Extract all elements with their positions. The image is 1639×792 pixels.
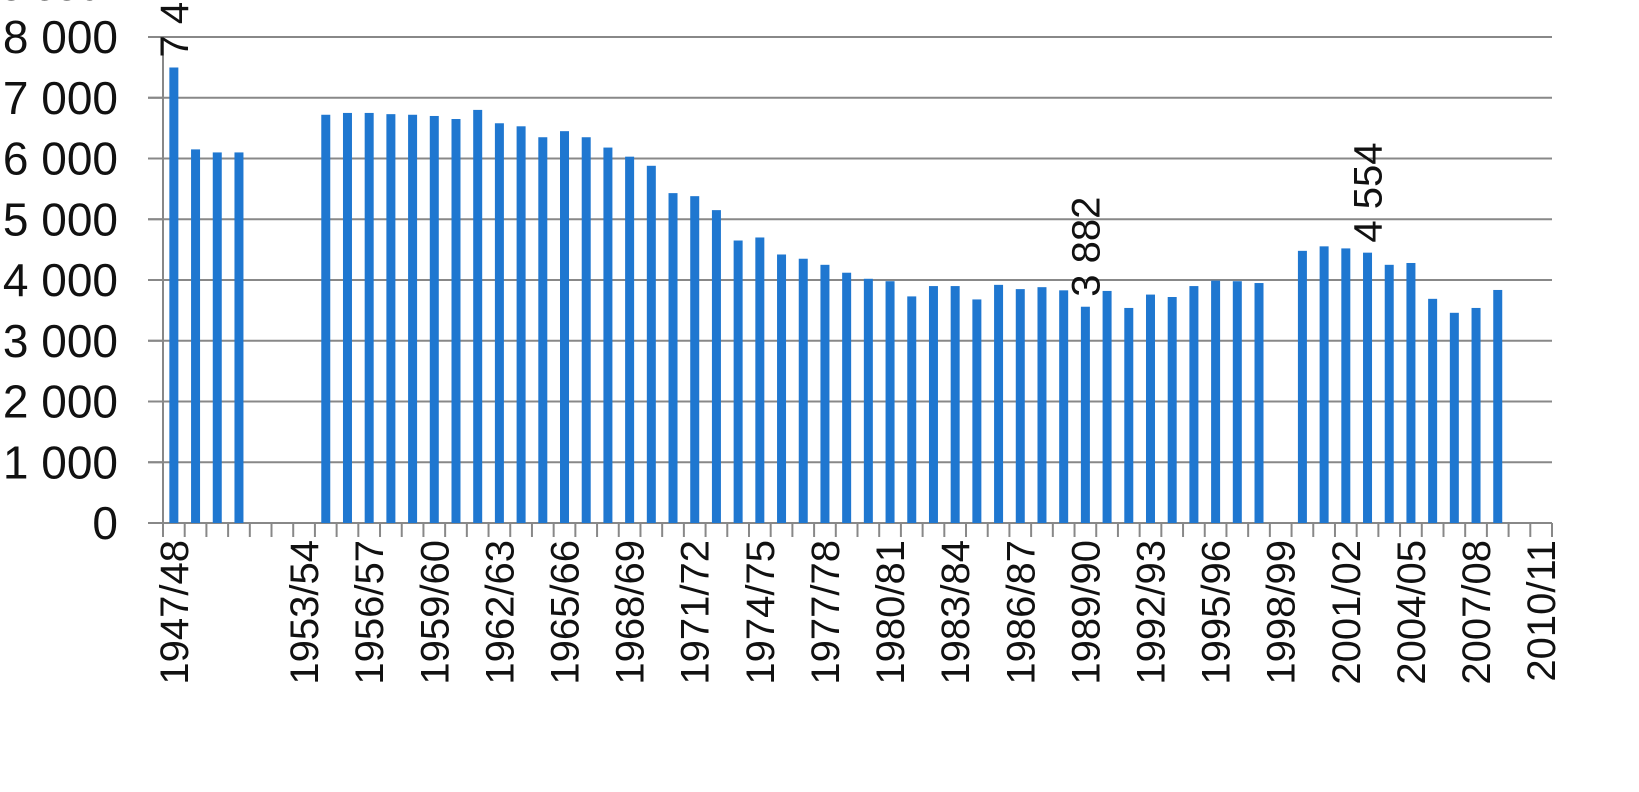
- y-tick-label: 8 000: [3, 11, 118, 63]
- bar: [1254, 283, 1264, 523]
- bar: [1167, 297, 1177, 523]
- bar: [1493, 289, 1503, 523]
- bar: [408, 114, 418, 523]
- bar: [494, 123, 504, 523]
- bar: [972, 299, 982, 523]
- bar: [1297, 250, 1307, 523]
- x-tick-label: 1980/81: [869, 540, 913, 685]
- bar: [1428, 298, 1438, 523]
- bar: [386, 114, 396, 523]
- bar: [646, 165, 656, 524]
- data-label: 7 498: [153, 0, 197, 57]
- bar: [1406, 262, 1416, 523]
- x-tick-label: 1983/84: [934, 540, 978, 685]
- bar: [1384, 264, 1394, 523]
- data-label: 3 836: [0, 0, 100, 9]
- bar: [1145, 294, 1155, 523]
- y-tick-label: 6 000: [3, 133, 118, 185]
- y-tick-label: 1 000: [3, 436, 118, 488]
- bar: [538, 137, 548, 524]
- bar: [928, 286, 938, 523]
- bar: [1211, 280, 1221, 523]
- bar: [690, 196, 700, 524]
- bar: [885, 281, 895, 523]
- bar: [473, 109, 483, 524]
- y-tick-label: 7 000: [3, 72, 118, 124]
- bar: [234, 152, 244, 524]
- y-tick-label: 3 000: [3, 315, 118, 367]
- x-tick-label: 1977/78: [804, 540, 848, 685]
- bar: [907, 296, 917, 523]
- x-tick-label: 1965/66: [544, 540, 588, 685]
- bar: [1471, 307, 1481, 523]
- x-tick-label: 1953/54: [283, 540, 327, 685]
- bar: [212, 152, 222, 524]
- x-tick-label: 1947/48: [153, 540, 197, 685]
- bar: [863, 278, 873, 523]
- bar: [1232, 281, 1242, 523]
- x-tick-label: 2010/11: [1520, 540, 1564, 682]
- data-label: 3 882: [1064, 197, 1108, 297]
- x-tick-label: 1962/63: [478, 540, 522, 685]
- bar: [581, 137, 591, 524]
- bar: [516, 126, 526, 524]
- bar: [429, 115, 439, 523]
- x-tick-label: 2004/05: [1390, 540, 1434, 685]
- y-tick-label: 5 000: [3, 193, 118, 245]
- bar: [1102, 290, 1112, 523]
- bar: [668, 193, 678, 523]
- bar: [994, 284, 1004, 523]
- x-tick-label: 1992/93: [1129, 540, 1173, 685]
- y-tick-label: 4 000: [3, 254, 118, 306]
- bar: [451, 119, 461, 523]
- bar: [842, 272, 852, 523]
- bar: [1037, 287, 1047, 523]
- bar: [321, 114, 331, 523]
- bar: [1059, 290, 1069, 523]
- x-tick-label: 2001/02: [1325, 540, 1369, 685]
- y-tick-label: 0: [92, 497, 118, 549]
- bar: [1341, 248, 1351, 523]
- x-tick-label: 2007/08: [1455, 540, 1499, 685]
- bar: [733, 240, 743, 523]
- bar: [755, 237, 765, 523]
- bar: [1189, 286, 1199, 523]
- bar: [950, 286, 960, 523]
- x-tick-label: 1989/90: [1064, 540, 1108, 685]
- bar: [1080, 306, 1090, 523]
- bar: [342, 112, 352, 523]
- x-tick-label: 1995/96: [1195, 540, 1239, 685]
- bar: [711, 210, 721, 523]
- bar: [1449, 312, 1459, 523]
- bar: [560, 131, 570, 523]
- bar: [191, 149, 201, 523]
- bar: [1124, 307, 1134, 523]
- x-tick-label: 1971/72: [674, 540, 718, 685]
- bar: [777, 254, 787, 524]
- bar: [603, 147, 613, 523]
- x-tick-label: 1986/87: [999, 540, 1043, 685]
- bar: [169, 67, 179, 524]
- x-tick-label: 1998/99: [1260, 540, 1304, 685]
- data-label: 4 554: [1347, 143, 1391, 243]
- bar: [820, 264, 830, 523]
- bar: [364, 112, 374, 523]
- bar: [1015, 289, 1025, 523]
- y-tick-label: 2 000: [3, 376, 118, 428]
- x-tick-label: 1956/57: [348, 540, 392, 685]
- bar: [625, 156, 635, 524]
- x-tick-label: 1959/60: [413, 540, 457, 685]
- bar: [1363, 252, 1373, 523]
- bar: [1319, 246, 1329, 524]
- x-tick-label: 1974/75: [739, 540, 783, 685]
- x-tick-label: 1968/69: [609, 540, 653, 685]
- bar: [798, 258, 808, 523]
